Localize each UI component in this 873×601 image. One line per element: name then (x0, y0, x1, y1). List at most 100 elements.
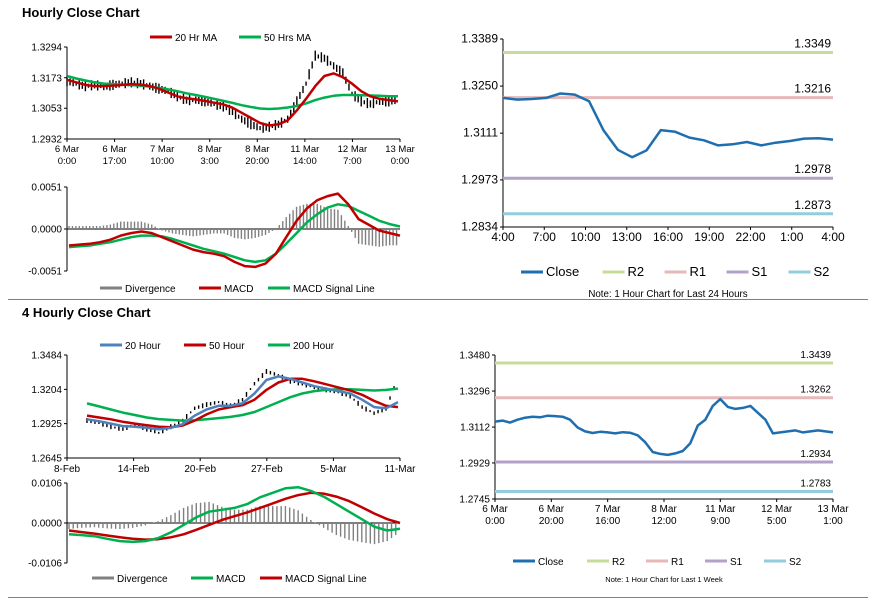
hourly-price-xtick-label: 14:00 (293, 156, 317, 167)
4h-price-xtick-label: 5-Mar (320, 464, 347, 475)
hourly-price-legend-label: 50 Hrs MA (264, 33, 312, 44)
hourly-levels-note: Note: 1 Hour Chart for Last 24 Hours (588, 289, 747, 300)
4h-price-ytick-label: 1.2645 (31, 454, 62, 465)
4h-levels-legend-label: Close (538, 557, 564, 568)
4h-price-xtick-label: 14-Feb (118, 464, 150, 475)
hourly-macd-ytick-label: -0.0051 (28, 267, 62, 278)
bottom-divider (8, 597, 868, 598)
hourly-macd-legend-label: Divergence (125, 284, 176, 295)
section-divider (8, 299, 868, 300)
hourly-levels-ytick-label: 1.2973 (461, 172, 498, 186)
four-hourly-macd-chart: 0.0106 0.0000 -0.0106 Divergence MACD MACD Si… (28, 479, 401, 585)
hourly-section-title: Hourly Close Chart (22, 5, 140, 20)
hourly-price-ytick-label: 1.3294 (31, 43, 62, 54)
hourly-price-xtick-label: 8 Mar (245, 144, 269, 155)
4h-price-legend-label: 20 Hour (125, 341, 161, 352)
hourly-price-xtick-label: 7 Mar (150, 144, 174, 155)
4h-levels-xtick-label: 1:00 (823, 516, 843, 527)
hourly-price-xtick-label: 8 Mar (198, 144, 222, 155)
4h-price-xtick-label: 20-Feb (184, 464, 216, 475)
4h-levels-legend-label: R2 (612, 557, 625, 568)
hourly-price-xtick-label: 3:00 (200, 156, 219, 167)
4h-levels-note: Note: 1 Hour Chart for Last 1 Week (605, 575, 723, 584)
hourly-levels-legend-label: R1 (690, 264, 707, 279)
4h-macd-signal-line (68, 491, 401, 541)
hourly-macd-line (68, 192, 401, 269)
4h-levels-xtick-label: 9:00 (711, 516, 731, 527)
4h-price-xtick-label: 8-Feb (54, 464, 81, 475)
hourly-levels-xtick-label: 16:00 (653, 230, 683, 244)
hourly-levels-xtick-label: 13:00 (612, 230, 642, 244)
hourly-price-ytick-label: 1.3053 (31, 104, 62, 115)
4h-macd-legend-label: MACD Signal Line (285, 574, 367, 585)
4h-levels-xtick-label: 6 Mar (539, 504, 565, 515)
hourly-levels-s1-label: 1.2978 (794, 162, 831, 176)
4h-levels-ytick-label: 1.3296 (459, 387, 490, 398)
hourly-price-xtick-label: 0:00 (58, 156, 77, 167)
4h-macd-ytick-label: 0.0106 (31, 479, 62, 490)
4h-levels-ytick-label: 1.3112 (460, 423, 490, 434)
hourly-price-xtick-label: 20:00 (245, 156, 269, 167)
4h-levels-legend-label: R1 (671, 557, 684, 568)
4h-levels-ytick-label: 1.2929 (459, 458, 490, 469)
4h-levels-r2-label: 1.3439 (800, 350, 831, 361)
hourly-price-ytick-label: 1.3173 (31, 73, 62, 84)
4h-price-legend-label: 50 Hour (209, 341, 245, 352)
4h-levels-ytick-label: 1.2745 (459, 495, 490, 506)
4h-levels-xtick-label: 7 Mar (595, 504, 621, 515)
4h-20hr-ma-line (86, 375, 399, 431)
4h-price-ytick-label: 1.3484 (31, 351, 62, 362)
hourly-levels-ytick-label: 1.3111 (463, 126, 498, 140)
hourly-levels-r1-label: 1.3216 (794, 82, 831, 96)
hourly-levels-ytick-label: 1.2834 (461, 220, 498, 234)
4h-price-xtick-label: 27-Feb (251, 464, 283, 475)
hourly-levels-legend-label: R2 (628, 264, 645, 279)
hourly-levels-s2-label: 1.2873 (794, 198, 831, 212)
4h-price-xtick-label: 11-Mar (385, 464, 417, 475)
hourly-levels-xtick-label: 4:00 (821, 230, 845, 244)
4h-levels-xtick-label: 8 Mar (651, 504, 677, 515)
4h-price-ytick-label: 1.3204 (31, 385, 62, 396)
hourly-levels-xtick-label: 7:00 (533, 230, 557, 244)
4h-levels-s1-label: 1.2934 (800, 449, 831, 460)
hourly-levels-xtick-label: 19:00 (694, 230, 724, 244)
4h-levels-xtick-label: 13 Mar (817, 504, 849, 515)
hourly-macd-signal-line (68, 203, 401, 264)
hourly-price-legend-label: 20 Hr MA (175, 33, 218, 44)
hourly-levels-legend-label: Close (546, 264, 579, 279)
4h-levels-ytick-label: 1.3480 (459, 351, 490, 362)
hourly-levels-r2-label: 1.3349 (794, 37, 831, 51)
4h-levels-s2-label: 1.2783 (800, 479, 831, 490)
hourly-macd-chart: 0.0051 0.0000 -0.0051 Divergence MACD MACD Si… (28, 183, 401, 295)
4h-levels-xtick-label: 5:00 (767, 516, 787, 527)
hourly-levels-ytick-label: 1.3389 (461, 32, 498, 46)
hourly-price-xtick-label: 12 Mar (338, 144, 368, 155)
hourly-price-xtick-label: 13 Mar (385, 144, 415, 155)
hourly-levels-close-line (502, 92, 834, 159)
hourly-macd-legend-label: MACD Signal Line (293, 284, 375, 295)
4h-macd-ytick-label: -0.0106 (28, 559, 62, 570)
hourly-20hr-ma-line (66, 72, 399, 127)
hourly-price-ytick-label: 1.2932 (31, 135, 62, 146)
4h-price-legend-label: 200 Hour (293, 341, 335, 352)
4h-50hr-ma-line (86, 377, 399, 429)
4h-levels-legend-label: S1 (730, 557, 743, 568)
4h-macd-ytick-label: 0.0000 (31, 519, 62, 530)
4h-levels-xtick-label: 20:00 (539, 516, 564, 527)
hourly-levels-xtick-label: 22:00 (735, 230, 765, 244)
4h-levels-r1-label: 1.3262 (800, 385, 831, 396)
4h-levels-xtick-label: 11 Mar (705, 504, 736, 515)
hourly-macd-legend-label: MACD (224, 284, 253, 295)
hourly-levels-xtick-label: 1:00 (780, 230, 804, 244)
4h-levels-xtick-label: 12:00 (651, 516, 676, 527)
hourly-levels-ytick-label: 1.3250 (461, 79, 498, 93)
hourly-macd-ytick-label: 0.0000 (31, 225, 62, 236)
hourly-price-xtick-label: 6 Mar (55, 144, 79, 155)
4h-levels-xtick-label: 6 Mar (482, 504, 508, 515)
4h-price-ytick-label: 1.2925 (31, 419, 62, 430)
4h-levels-xtick-label: 16:00 (595, 516, 620, 527)
4h-levels-legend-label: S2 (789, 557, 802, 568)
